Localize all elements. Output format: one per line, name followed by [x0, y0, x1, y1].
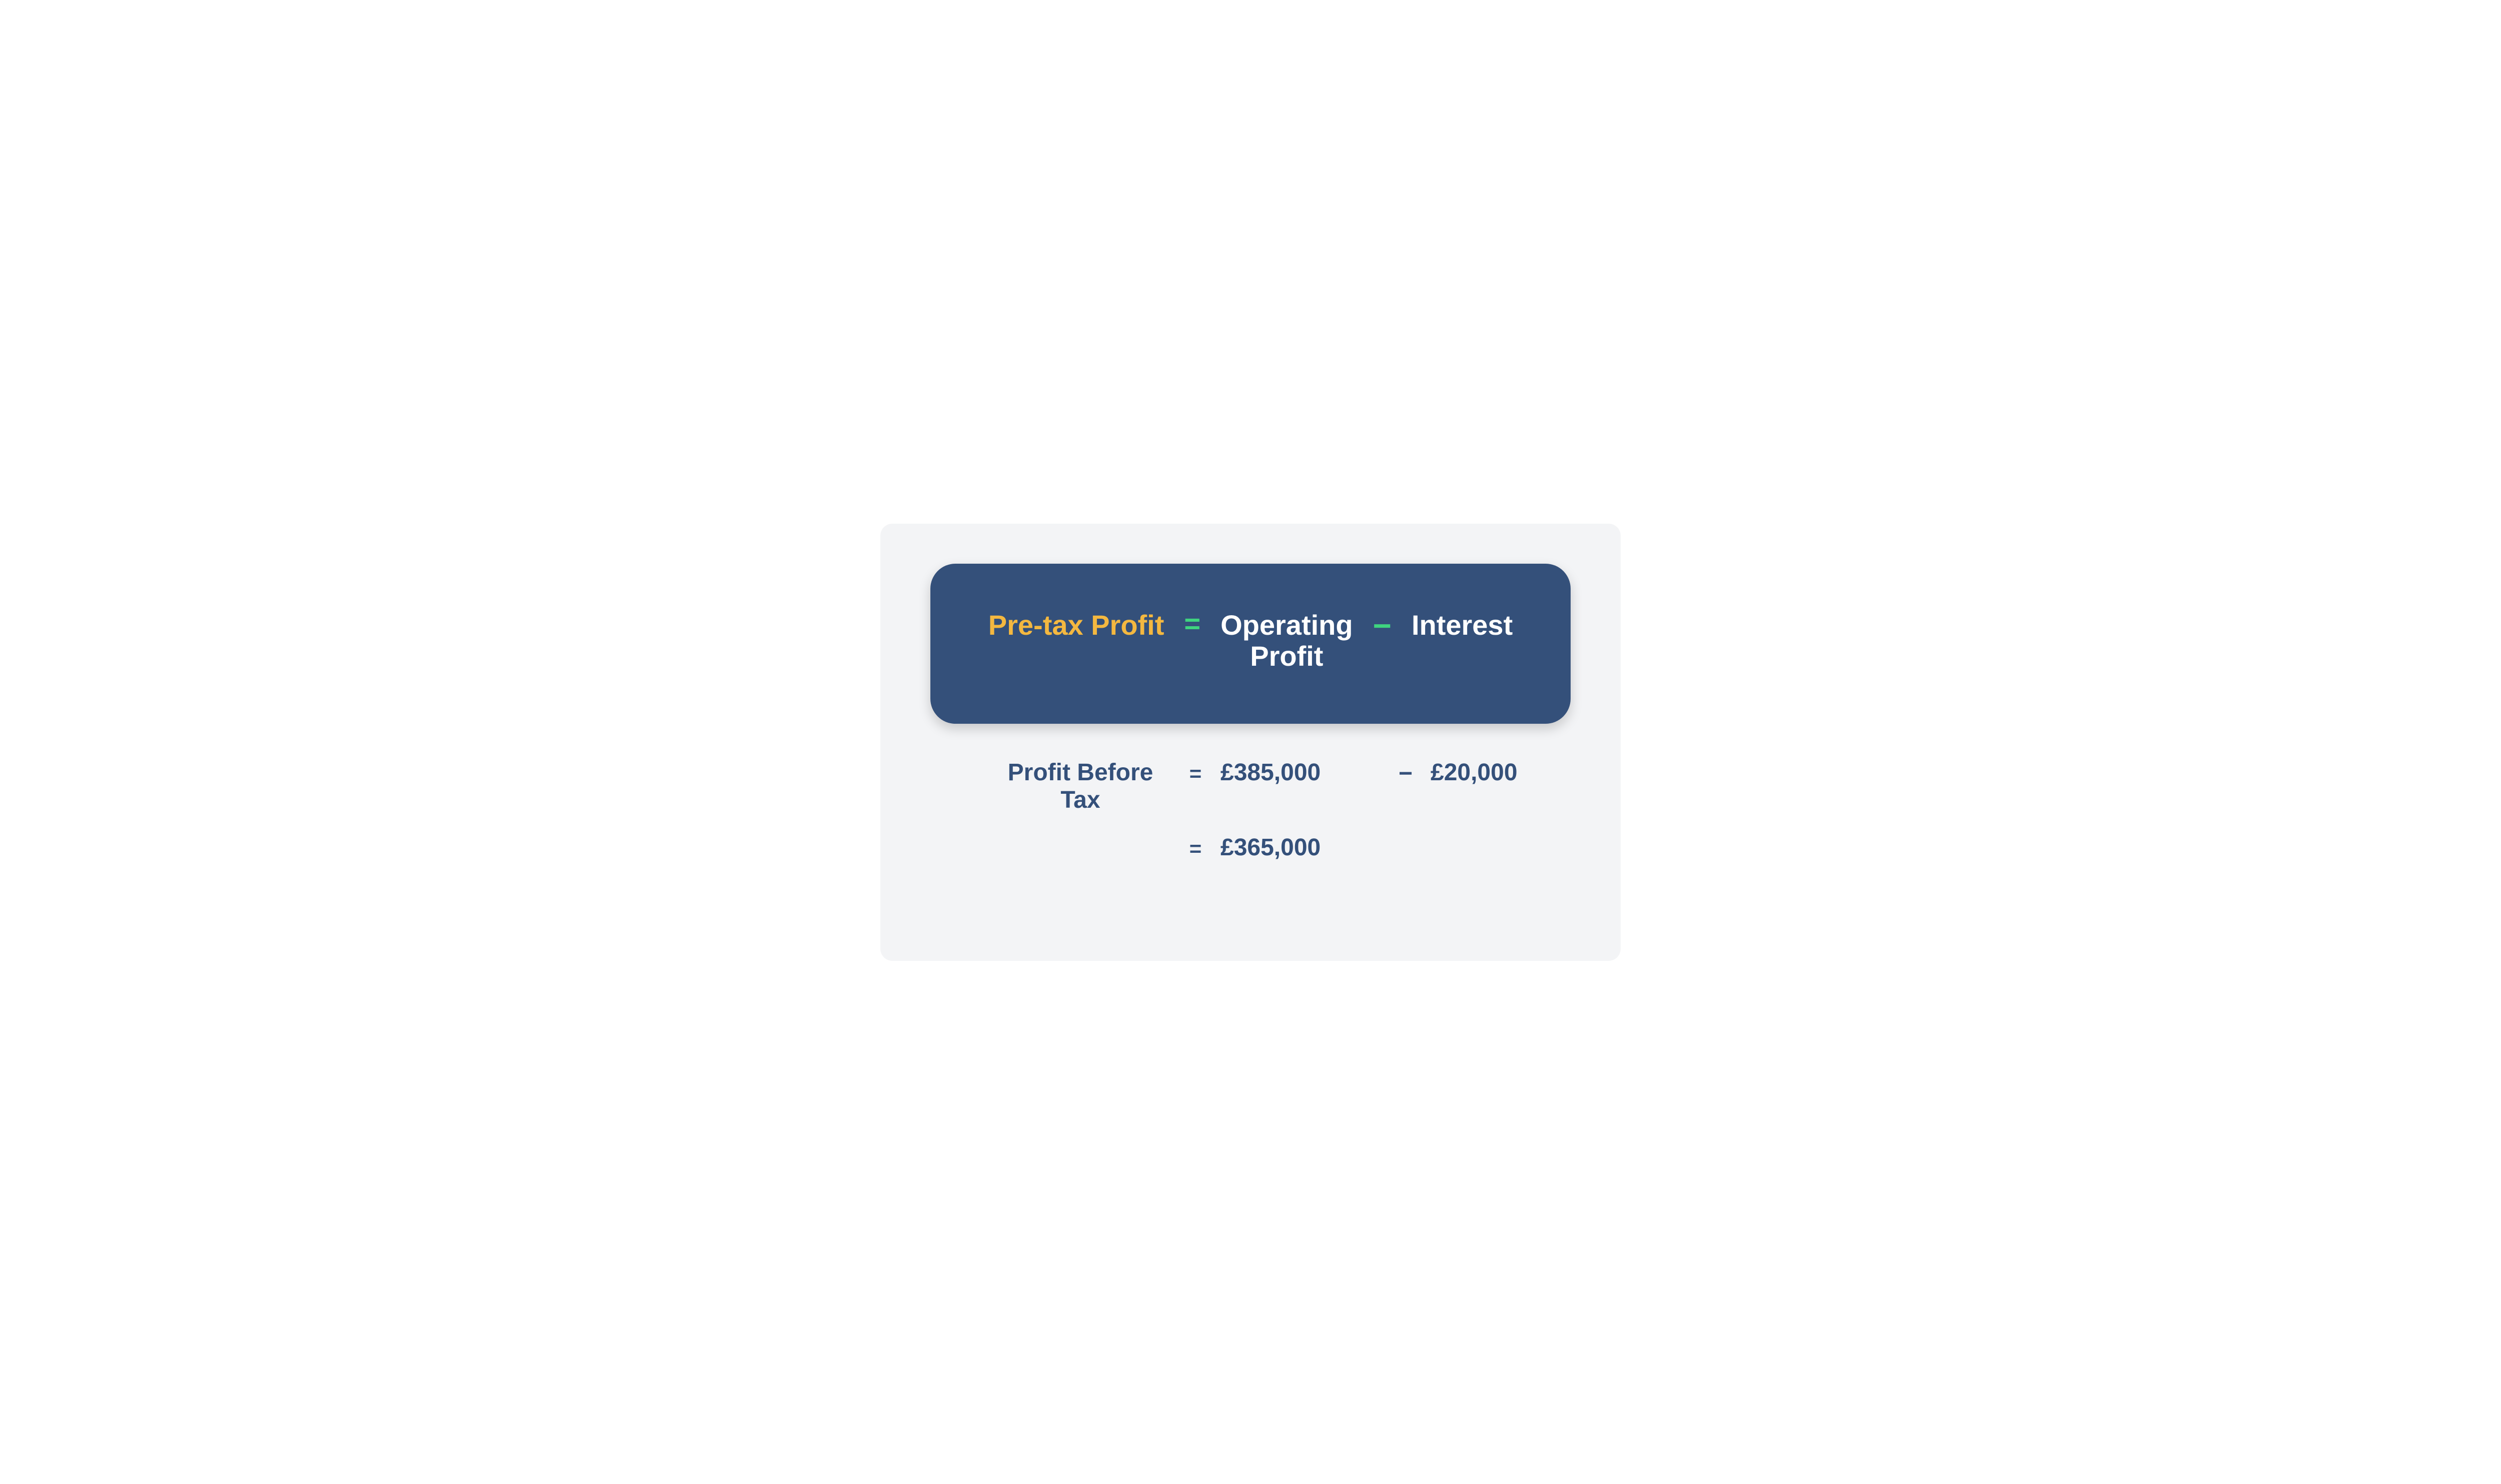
calc-value-1: £385,000 [1220, 759, 1381, 786]
formula-minus-sign: − [1373, 610, 1392, 642]
calc-result: £365,000 [1220, 834, 1381, 861]
infographic-page: Pre-tax Profit = Operating Profit − Inte… [880, 524, 1621, 961]
formula-term-interest: Interest [1412, 610, 1513, 641]
calc-equals-2: = [1180, 834, 1210, 861]
calc-equals-1: = [1180, 759, 1210, 786]
formula-result-label: Pre-tax Profit [988, 610, 1164, 641]
calculation-row-2: = £365,000 [990, 834, 1541, 861]
formula-equals-sign: = [1184, 610, 1200, 638]
calculation-block: Profit Before Tax = £385,000 − £20,000 =… [930, 759, 1571, 861]
calc-label-line1: Profit Before [1008, 759, 1153, 786]
calc-minus: − [1391, 759, 1421, 787]
calculation-row-1: Profit Before Tax = £385,000 − £20,000 [990, 759, 1541, 814]
calc-label-line2: Tax [1060, 787, 1100, 813]
calc-value-2: £20,000 [1431, 759, 1551, 786]
formula-term1-line2: Profit [1250, 640, 1323, 672]
formula-term1-line1: Operating [1220, 609, 1353, 641]
calc-label: Profit Before Tax [990, 759, 1170, 814]
formula-term-operating-profit: Operating Profit [1220, 610, 1353, 672]
formula-card: Pre-tax Profit = Operating Profit − Inte… [930, 564, 1571, 724]
